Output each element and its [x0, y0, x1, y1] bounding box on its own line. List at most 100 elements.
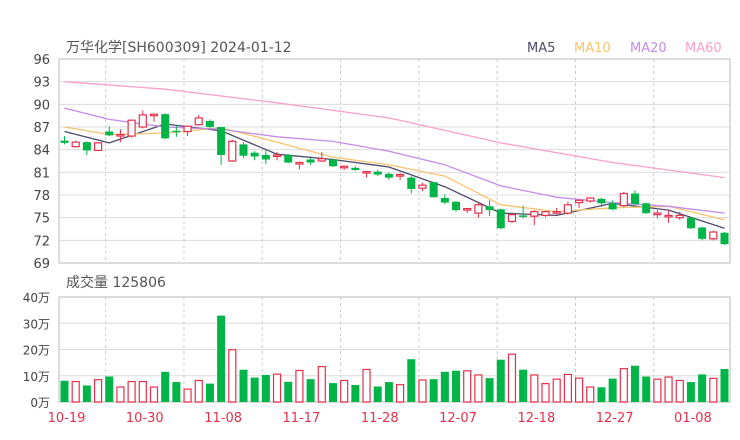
volume-bar-up: [71, 380, 80, 403]
candle-up: [586, 197, 595, 202]
candles: [60, 110, 729, 245]
volume-bar-down: [351, 384, 360, 402]
volume-bar-down: [485, 378, 494, 402]
volume-bar-down: [519, 369, 528, 402]
candle-down: [351, 167, 360, 171]
candle-up: [418, 184, 427, 189]
volume-bar-up: [149, 386, 159, 403]
candle-up: [653, 212, 662, 216]
volume-bar-up: [194, 379, 203, 403]
volume-bar-down: [250, 377, 259, 402]
volume-bar-up: [395, 384, 405, 403]
candle-up: [138, 114, 147, 128]
price-tick-label: 72: [33, 234, 50, 249]
legend: MA5 MA10 MA20 MA60: [527, 41, 722, 56]
candle-up: [563, 204, 572, 214]
candle-down: [407, 177, 416, 189]
candle-up: [183, 125, 192, 133]
volume-tick-label: 40万: [23, 291, 50, 305]
candle-down: [217, 127, 226, 155]
volume-bar-up: [272, 373, 282, 403]
volume-bar-up: [127, 380, 136, 403]
volume-tick-label: 10万: [23, 370, 50, 384]
candle-down: [172, 130, 181, 133]
candle-down: [60, 140, 69, 143]
candle-down: [686, 217, 695, 229]
volume-grid: 0万 10万 20万 30万 40万: [23, 291, 731, 410]
volume-bar-up: [574, 377, 584, 403]
ma-line-ma5: [64, 123, 725, 229]
volume-bar-down: [440, 371, 449, 402]
candle-down: [328, 159, 337, 167]
volume-bar-down: [261, 374, 270, 402]
volume-bar-up: [675, 379, 684, 403]
volume-bar-down: [686, 382, 695, 402]
price-grid: 69 72 75 78 81 84 87 90 93 96: [33, 53, 731, 272]
x-tick-label: 11-17: [283, 411, 321, 426]
candle-up: [317, 158, 326, 162]
volume-bar-up: [93, 379, 103, 403]
volume-bar-up: [709, 377, 718, 403]
legend-ma20: MA20: [630, 41, 667, 56]
candle-down: [642, 203, 651, 214]
x-tick-label: 12-18: [517, 411, 555, 426]
volume-bar-down: [698, 374, 707, 402]
volume-bar-down: [161, 371, 170, 402]
candle-up: [552, 211, 561, 214]
candle-down: [250, 152, 259, 157]
price-tick-label: 75: [33, 212, 50, 227]
volume-bar-down: [720, 368, 729, 402]
price-tick-label: 87: [33, 121, 50, 136]
candle-up: [474, 204, 483, 214]
volume-bar-down: [172, 382, 181, 402]
price-tick-label: 78: [33, 189, 50, 204]
volume-bar-up: [563, 373, 572, 403]
candle-up: [340, 165, 349, 169]
candle-up: [530, 211, 539, 217]
volume-bar-down: [82, 385, 91, 402]
candle-down: [720, 232, 729, 245]
volume-bar-up: [116, 386, 125, 403]
volume-bar-up: [653, 378, 662, 403]
legend-ma5: MA5: [527, 41, 555, 56]
volume-bar-up: [362, 368, 371, 403]
candle-down: [597, 198, 606, 204]
candle-down: [519, 215, 528, 217]
price-tick-label: 93: [33, 76, 50, 91]
candle-up: [295, 161, 304, 165]
ma-line-ma60: [64, 81, 725, 179]
x-tick-label: 11-28: [361, 411, 399, 426]
price-tick-label: 81: [33, 166, 50, 181]
volume-bar-down: [205, 383, 214, 402]
volume-bar-down: [496, 359, 505, 402]
candle-up: [149, 113, 159, 117]
candle-down: [496, 209, 505, 229]
volume-bar-down: [306, 379, 315, 402]
candle-up: [463, 208, 472, 211]
price-tick-label: 69: [33, 257, 50, 272]
volume-bar-up: [183, 388, 192, 403]
candle-up: [116, 133, 125, 137]
volume-bar-up: [664, 376, 673, 403]
candle-down: [284, 154, 293, 163]
candle-up: [194, 117, 203, 126]
volume-bar-down: [631, 365, 640, 402]
volume-tick-label: 20万: [23, 344, 50, 358]
candle-down: [105, 131, 114, 136]
candle-down: [82, 142, 91, 151]
volume-bar-down: [608, 378, 617, 402]
candle-up: [93, 142, 103, 152]
volume-bar-up: [138, 380, 147, 403]
price-plot-frame: [58, 58, 731, 264]
x-tick-label: 10-19: [48, 411, 86, 426]
candle-down: [205, 120, 214, 127]
legend-ma10: MA10: [574, 41, 611, 56]
volume-bar-down: [328, 383, 337, 402]
candle-down: [239, 144, 248, 156]
candle-down: [698, 227, 707, 239]
candle-down: [261, 154, 270, 160]
x-tick-label: 12-27: [596, 411, 634, 426]
volume-bar-up: [317, 365, 326, 403]
volume-plot-frame: [58, 296, 731, 403]
